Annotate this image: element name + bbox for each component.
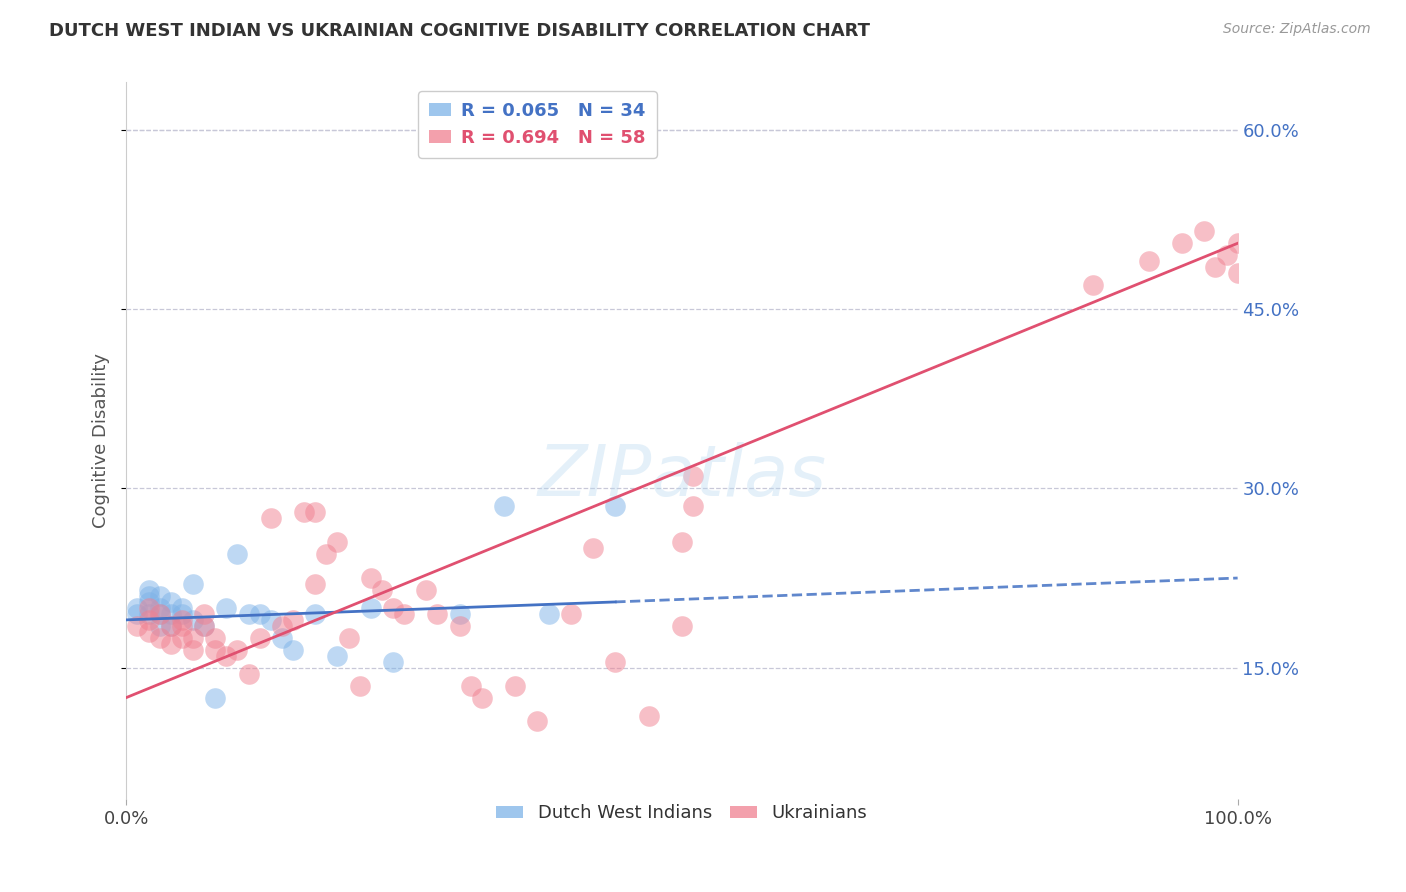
Point bbox=[360, 601, 382, 615]
Point bbox=[304, 607, 326, 621]
Point bbox=[138, 589, 160, 603]
Point bbox=[127, 601, 149, 615]
Point bbox=[682, 469, 704, 483]
Point bbox=[159, 595, 181, 609]
Point bbox=[426, 607, 449, 621]
Point bbox=[349, 679, 371, 693]
Point bbox=[371, 582, 394, 597]
Point bbox=[537, 607, 560, 621]
Point bbox=[226, 642, 249, 657]
Point bbox=[415, 582, 437, 597]
Point bbox=[149, 607, 172, 621]
Point bbox=[1171, 236, 1194, 251]
Point bbox=[605, 655, 627, 669]
Point bbox=[138, 613, 160, 627]
Point bbox=[149, 631, 172, 645]
Point bbox=[605, 500, 627, 514]
Y-axis label: Cognitive Disability: Cognitive Disability bbox=[93, 353, 110, 528]
Point bbox=[260, 511, 283, 525]
Point bbox=[260, 613, 283, 627]
Point bbox=[304, 577, 326, 591]
Point bbox=[193, 619, 215, 633]
Point bbox=[471, 690, 494, 705]
Point bbox=[159, 607, 181, 621]
Point bbox=[159, 619, 181, 633]
Point bbox=[1204, 260, 1226, 275]
Point bbox=[149, 601, 172, 615]
Point bbox=[449, 619, 471, 633]
Point bbox=[181, 631, 204, 645]
Point bbox=[270, 619, 292, 633]
Point bbox=[138, 607, 160, 621]
Point bbox=[127, 619, 149, 633]
Point bbox=[238, 607, 260, 621]
Point bbox=[170, 601, 193, 615]
Point bbox=[226, 547, 249, 561]
Point bbox=[204, 690, 226, 705]
Point bbox=[204, 631, 226, 645]
Text: Source: ZipAtlas.com: Source: ZipAtlas.com bbox=[1223, 22, 1371, 37]
Point bbox=[170, 613, 193, 627]
Point bbox=[382, 601, 405, 615]
Point bbox=[503, 679, 526, 693]
Point bbox=[682, 500, 704, 514]
Text: ZIPatlas: ZIPatlas bbox=[537, 442, 827, 511]
Point bbox=[281, 613, 304, 627]
Point bbox=[315, 547, 337, 561]
Point bbox=[215, 648, 238, 663]
Point bbox=[360, 571, 382, 585]
Point bbox=[1194, 224, 1216, 238]
Point bbox=[170, 631, 193, 645]
Point bbox=[204, 642, 226, 657]
Point bbox=[671, 535, 693, 549]
Legend: Dutch West Indians, Ukrainians: Dutch West Indians, Ukrainians bbox=[489, 797, 875, 830]
Point bbox=[181, 577, 204, 591]
Point bbox=[382, 655, 405, 669]
Point bbox=[1137, 254, 1160, 268]
Point bbox=[1226, 236, 1249, 251]
Point bbox=[1215, 248, 1237, 262]
Point bbox=[215, 601, 238, 615]
Text: DUTCH WEST INDIAN VS UKRAINIAN COGNITIVE DISABILITY CORRELATION CHART: DUTCH WEST INDIAN VS UKRAINIAN COGNITIVE… bbox=[49, 22, 870, 40]
Point bbox=[149, 607, 172, 621]
Point bbox=[326, 535, 349, 549]
Point bbox=[1081, 278, 1104, 293]
Point bbox=[292, 505, 315, 519]
Point bbox=[138, 624, 160, 639]
Point bbox=[304, 505, 326, 519]
Point bbox=[181, 613, 204, 627]
Point bbox=[138, 601, 160, 615]
Point bbox=[149, 589, 172, 603]
Point bbox=[181, 642, 204, 657]
Point bbox=[671, 619, 693, 633]
Point bbox=[138, 595, 160, 609]
Point bbox=[138, 582, 160, 597]
Point bbox=[326, 648, 349, 663]
Point bbox=[249, 607, 271, 621]
Point bbox=[159, 619, 181, 633]
Point bbox=[337, 631, 360, 645]
Point bbox=[170, 619, 193, 633]
Point bbox=[193, 607, 215, 621]
Point bbox=[193, 619, 215, 633]
Point bbox=[270, 631, 292, 645]
Point bbox=[127, 607, 149, 621]
Point bbox=[238, 666, 260, 681]
Point bbox=[449, 607, 471, 621]
Point bbox=[494, 500, 516, 514]
Point bbox=[249, 631, 271, 645]
Point bbox=[392, 607, 415, 621]
Point bbox=[1226, 266, 1249, 280]
Point bbox=[460, 679, 482, 693]
Point bbox=[149, 619, 172, 633]
Point bbox=[637, 708, 659, 723]
Point bbox=[170, 607, 193, 621]
Point bbox=[159, 637, 181, 651]
Point bbox=[526, 714, 548, 729]
Point bbox=[560, 607, 582, 621]
Point bbox=[582, 541, 605, 556]
Point bbox=[281, 642, 304, 657]
